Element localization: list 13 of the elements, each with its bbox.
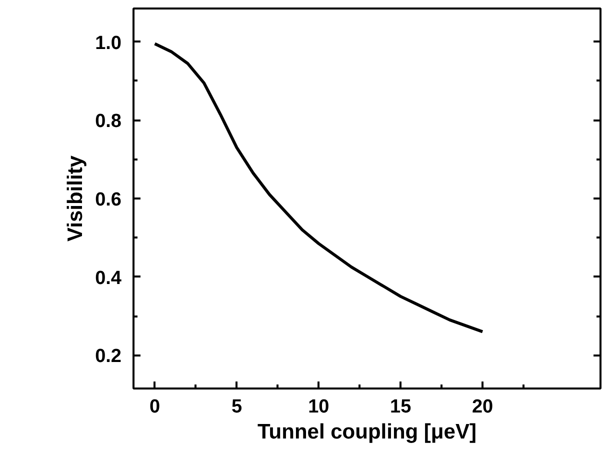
y-tick-label: 0.4 — [95, 268, 122, 289]
y-tick-label: 0.8 — [95, 111, 122, 132]
y-tick-label: 1.0 — [95, 32, 122, 54]
x-tick-label: 0 — [150, 396, 160, 418]
x-tick-label: 15 — [390, 396, 412, 418]
y-tick-label: 0.2 — [95, 346, 122, 368]
x-tick-label: 20 — [472, 396, 494, 418]
line-series — [153, 42, 484, 334]
y-axis-title: Visibility — [64, 155, 88, 242]
x-axis-title: Tunnel coupling [μeV] — [258, 420, 476, 444]
y-tick-label: 0.6 — [95, 190, 122, 210]
x-tick-label: 5 — [231, 396, 242, 418]
x-tick-label: 10 — [308, 396, 330, 418]
